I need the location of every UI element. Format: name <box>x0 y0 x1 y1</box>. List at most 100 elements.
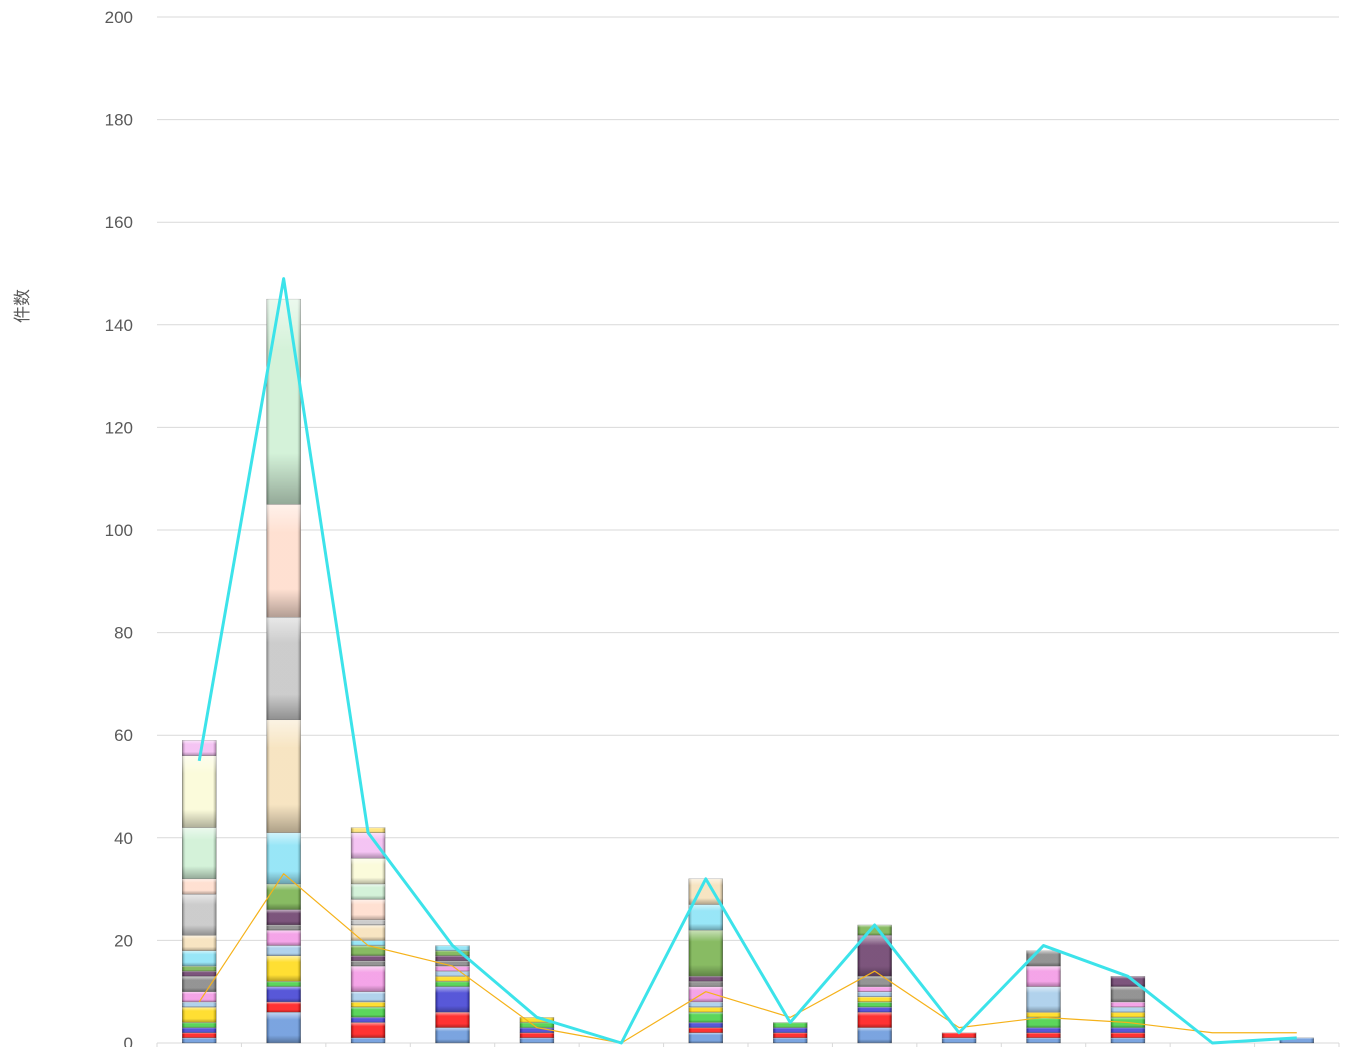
bar-segment-shine <box>266 1001 301 1013</box>
y-axis-tick-labels: 0 20 40 60 80 100 120 140 160 180 200 <box>105 8 133 1047</box>
bar-segment-shine <box>435 950 470 956</box>
bar-segment-shine <box>182 976 217 992</box>
bar-segment-shine <box>1279 1037 1314 1043</box>
bar-segment-shine <box>435 1027 470 1043</box>
bar-segment-shine <box>688 1032 723 1043</box>
bar-segment-shine <box>266 719 301 833</box>
bar-segment-shine <box>435 966 470 972</box>
bar-segment-shine <box>182 878 217 895</box>
bar-segment-shine <box>266 930 301 946</box>
bar-segment-shine <box>182 1022 217 1028</box>
bar-stack <box>266 298 301 1044</box>
bar-segment-shine <box>435 976 470 982</box>
y-tick-label: 140 <box>105 316 133 335</box>
bar-segment-shine <box>1110 1001 1145 1008</box>
bar-segment-shine <box>688 1027 723 1033</box>
y-tick-label: 100 <box>105 521 133 540</box>
bar-segment-shine <box>435 981 470 987</box>
bar-segment-shine <box>1110 1037 1145 1043</box>
y-tick-label: 80 <box>114 624 133 643</box>
bar-segment-shine <box>773 1022 808 1028</box>
bar-stack <box>182 740 217 1044</box>
series-lines <box>197 277 1297 1045</box>
bar-segment-shine <box>688 1022 723 1028</box>
y-tick-label: 60 <box>114 726 133 745</box>
gridlines <box>157 16 1339 1044</box>
bar-segment-shine <box>351 925 386 941</box>
bar-stack <box>688 878 723 1044</box>
bar-segment-shine <box>857 1027 892 1043</box>
bar-segment-shine <box>266 617 301 720</box>
bar-segment-shine <box>182 966 217 972</box>
bar-segment-shine <box>773 1032 808 1038</box>
bar-segment-shine <box>435 986 470 1013</box>
bar-segment-shine <box>182 991 217 1002</box>
bar-segment-shine <box>182 894 217 936</box>
bar-segment-shine <box>519 1032 554 1038</box>
bar-segment-shine <box>1026 1027 1061 1033</box>
bar-segment-shine <box>688 904 723 931</box>
bar-segment-shine <box>1110 1027 1145 1033</box>
bar-segment-shine <box>1110 1007 1145 1013</box>
bar-segment-shine <box>351 899 386 920</box>
bar-segment-shine <box>182 971 217 977</box>
y-tick-label: 200 <box>105 8 133 27</box>
bar-segment-shine <box>182 1007 217 1023</box>
bar-segment-shine <box>688 976 723 982</box>
bar-segment-shine <box>857 935 892 977</box>
bar-segment-shine <box>519 1022 554 1028</box>
bar-segment-shine <box>182 950 217 967</box>
bar-segment-shine <box>1110 1012 1145 1018</box>
bar-segment-shine <box>266 955 301 982</box>
bar-stack <box>519 1017 555 1044</box>
bar-segment-shine <box>857 1007 892 1013</box>
bar-segment-shine <box>1026 1017 1061 1028</box>
x-axis <box>156 1042 1340 1047</box>
bar-segment-shine <box>857 976 892 987</box>
bar-segment-shine <box>773 1037 808 1043</box>
bar-segment-shine <box>351 832 386 859</box>
series-line <box>198 873 1297 1044</box>
bar-segment-shine <box>519 1017 554 1023</box>
bar-segment-shine <box>351 919 386 926</box>
bar-segment-shine <box>351 945 386 956</box>
bar-segment-shine <box>266 1012 301 1043</box>
bar-segment-shine <box>1026 966 1061 987</box>
bar-segment-shine <box>351 1037 386 1043</box>
bar-segment-shine <box>266 909 301 926</box>
bar-segment-shine <box>1110 1032 1145 1038</box>
bar-segment-shine <box>351 883 386 900</box>
bar-segment-shine <box>688 1001 723 1008</box>
bar-segment-shine <box>266 832 301 884</box>
bar-segment-shine <box>519 1027 554 1033</box>
bar-stack <box>1026 950 1061 1044</box>
bar-segment-shine <box>266 883 301 910</box>
bar-segment-shine <box>266 925 301 931</box>
bar-segment-shine <box>519 1037 554 1043</box>
bar-stack <box>773 1022 808 1044</box>
bar-segment-shine <box>182 740 217 756</box>
bar-segment-shine <box>351 1022 386 1038</box>
bar-segment-shine <box>182 1037 217 1043</box>
bar-segment-shine <box>351 991 386 1002</box>
bar-segment-shine <box>857 1001 892 1008</box>
bar-segment-shine <box>688 986 723 1002</box>
bar-segment-shine <box>435 971 470 977</box>
bar-segment-shine <box>1026 1012 1061 1018</box>
bar-segment-shine <box>351 940 386 946</box>
bar-segment-shine <box>351 966 386 992</box>
bar-segment-shine <box>942 1037 977 1043</box>
bar-segment-shine <box>266 986 301 1002</box>
y-tick-label: 20 <box>114 931 133 950</box>
bar-segment-shine <box>773 1027 808 1033</box>
y-tick-label: 160 <box>105 213 133 232</box>
bar-segment-shine <box>182 755 217 828</box>
bar-segment-shine <box>857 1012 892 1028</box>
bar-segment-shine <box>351 1017 386 1023</box>
y-axis-label: 件数 <box>13 289 33 323</box>
series-line <box>197 277 1297 1045</box>
bar-stack <box>941 1032 977 1044</box>
bar-segment-shine <box>182 827 217 879</box>
bar-segment-shine <box>1026 986 1061 1013</box>
